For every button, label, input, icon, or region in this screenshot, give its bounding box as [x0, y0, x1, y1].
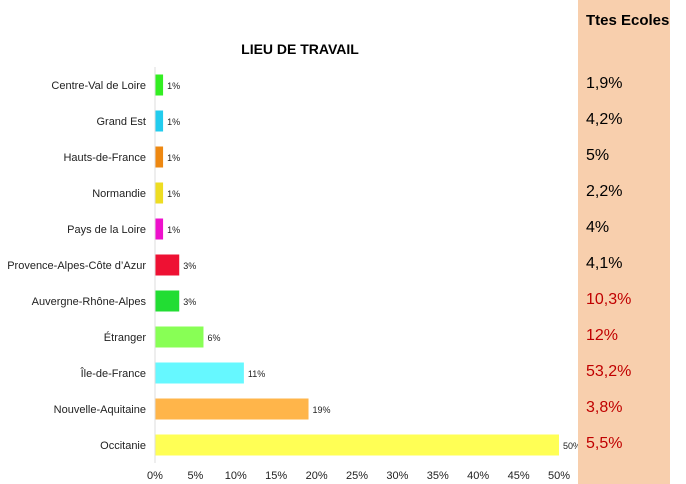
- bar: [155, 146, 164, 168]
- data-label: 11%: [248, 369, 265, 379]
- ttes-ecoles-value: 53,2%: [586, 363, 632, 380]
- x-tick-label: 30%: [386, 470, 408, 482]
- ttes-ecoles-value: 4%: [586, 219, 610, 236]
- bar: [155, 362, 244, 384]
- category-label: Auvergne-Rhône-Alpes: [32, 296, 147, 308]
- bar: [155, 290, 180, 312]
- bar: [155, 254, 180, 276]
- category-label: Grand Est: [96, 116, 146, 128]
- bar: [155, 182, 164, 204]
- x-tick-label: 20%: [306, 470, 328, 482]
- ttes-ecoles-value: 10,3%: [586, 291, 632, 308]
- category-label: Occitanie: [100, 440, 146, 452]
- category-label: Provence-Alpes-Côte d’Azur: [7, 260, 146, 272]
- category-label: Centre-Val de Loire: [51, 80, 146, 92]
- x-tick-label: 10%: [225, 470, 247, 482]
- data-label: 1%: [167, 117, 180, 127]
- bar: [155, 434, 559, 456]
- bar: [155, 110, 164, 132]
- data-label: 1%: [167, 81, 180, 91]
- category-label: Étranger: [104, 331, 147, 344]
- data-label: 19%: [313, 405, 331, 415]
- ttes-ecoles-value: 4,1%: [586, 255, 623, 272]
- data-label: 1%: [167, 153, 180, 163]
- ttes-ecoles-value: 12%: [586, 327, 619, 344]
- x-tick-label: 45%: [508, 470, 530, 482]
- ttes-ecoles-value: 3,8%: [586, 399, 623, 416]
- chart-title: LIEU DE TRAVAIL: [241, 41, 359, 57]
- category-label: Île-de-France: [80, 367, 146, 380]
- category-label: Pays de la Loire: [67, 224, 146, 236]
- x-tick-label: 0%: [147, 470, 163, 482]
- category-label: Normandie: [92, 188, 146, 200]
- bar: [155, 398, 309, 420]
- bar: [155, 326, 204, 348]
- data-label: 3%: [183, 297, 196, 307]
- x-tick-label: 35%: [427, 470, 449, 482]
- x-tick-label: 15%: [265, 470, 287, 482]
- bar-chart: LIEU DE TRAVAIL Centre-Val de Loire 1% Gra…: [7, 41, 580, 482]
- ttes-ecoles-value: 5,5%: [586, 435, 623, 452]
- data-label: 6%: [207, 333, 220, 343]
- data-label: 1%: [167, 225, 180, 235]
- ttes-ecoles-value: 1,9%: [586, 75, 623, 92]
- data-label: 1%: [167, 189, 180, 199]
- bar: [155, 74, 164, 96]
- x-tick-label: 50%: [548, 470, 570, 482]
- bars-group: Centre-Val de Loire 1% Grand Est 1% Hauts-de…: [7, 74, 580, 456]
- ttes-ecoles-value: 2,2%: [586, 183, 623, 200]
- ttes-ecoles-panel: [578, 0, 670, 484]
- x-tick-label: 40%: [467, 470, 489, 482]
- bar: [155, 218, 164, 240]
- ttes-ecoles-value: 5%: [586, 147, 610, 164]
- data-label: 50%: [563, 441, 580, 451]
- ttes-ecoles-value: 4,2%: [586, 111, 623, 128]
- data-label: 3%: [183, 261, 196, 271]
- category-label: Nouvelle-Aquitaine: [54, 404, 146, 416]
- x-tick-label: 25%: [346, 470, 368, 482]
- category-label: Hauts-de-France: [63, 152, 146, 164]
- ttes-ecoles-header: Ttes Ecoles: [586, 12, 670, 29]
- x-tick-label: 5%: [187, 470, 203, 482]
- x-axis: 0% 5% 10% 15% 20% 25% 30% 35% 40% 45% 50%: [147, 67, 570, 482]
